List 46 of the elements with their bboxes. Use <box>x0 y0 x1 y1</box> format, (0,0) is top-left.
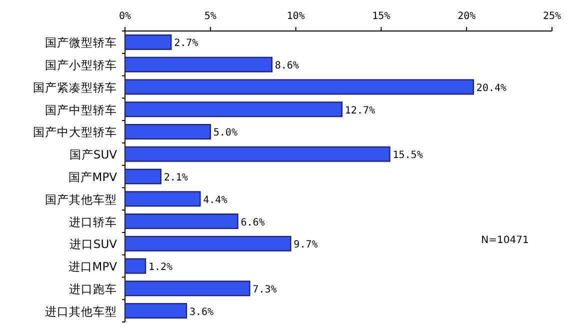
data-label: 12.7% <box>344 105 376 116</box>
y-tick-label: 进口其他车型 <box>45 304 117 318</box>
bar <box>124 303 188 319</box>
data-label: 2.7% <box>174 38 198 50</box>
bar <box>124 56 272 72</box>
y-tick-label: 国产中型轿车 <box>45 102 117 117</box>
data-label: 7.3% <box>252 284 277 296</box>
bar <box>124 102 343 118</box>
data-label: 5.0% <box>213 128 238 139</box>
bar <box>124 280 250 296</box>
y-tick-label: 进口SUV <box>69 237 118 252</box>
x-tick-label: 25% <box>542 11 562 22</box>
data-label: 15.5% <box>392 150 423 162</box>
bar <box>124 258 146 274</box>
bar <box>124 146 390 162</box>
bar <box>124 236 292 252</box>
y-tick-label: 国产SUV <box>69 148 118 162</box>
y-tick-label: 进口跑车 <box>69 282 117 296</box>
x-tick-label: 0% <box>118 11 132 22</box>
y-tick-label: 国产微型轿车 <box>45 36 117 50</box>
bar <box>124 79 474 95</box>
annotation: N=10471 <box>481 235 529 246</box>
y-tick-label: 国产小型轿车 <box>45 58 117 72</box>
x-tick-label: 10% <box>286 11 305 22</box>
y-tick-label: 国产MPV <box>68 170 118 184</box>
data-label: 8.6% <box>274 60 299 72</box>
bar <box>124 168 162 184</box>
data-label: 1.2% <box>148 262 173 274</box>
data-label: 4.4% <box>203 194 228 206</box>
x-tick-label: 20% <box>458 11 476 22</box>
y-tick-label: 国产其他车型 <box>45 192 117 206</box>
x-tick-label: 5% <box>204 11 216 22</box>
bar <box>124 124 211 140</box>
bar <box>124 34 172 50</box>
y-tick-label: 进口MPV <box>68 260 118 274</box>
bar <box>124 214 238 230</box>
y-tick-label: 进口轿车 <box>69 214 117 229</box>
y-tick-label: 国产中大型轿车 <box>33 125 117 140</box>
y-tick-label: 国产紧凑型轿车 <box>33 80 117 94</box>
x-tick-label: 15% <box>372 11 390 22</box>
data-label: 2.1% <box>164 172 188 184</box>
bar <box>124 191 201 207</box>
data-label: 9.7% <box>294 240 318 251</box>
data-label: 6.6% <box>240 217 265 228</box>
data-label: 20.4% <box>476 82 507 94</box>
data-label: 3.6% <box>189 306 214 318</box>
